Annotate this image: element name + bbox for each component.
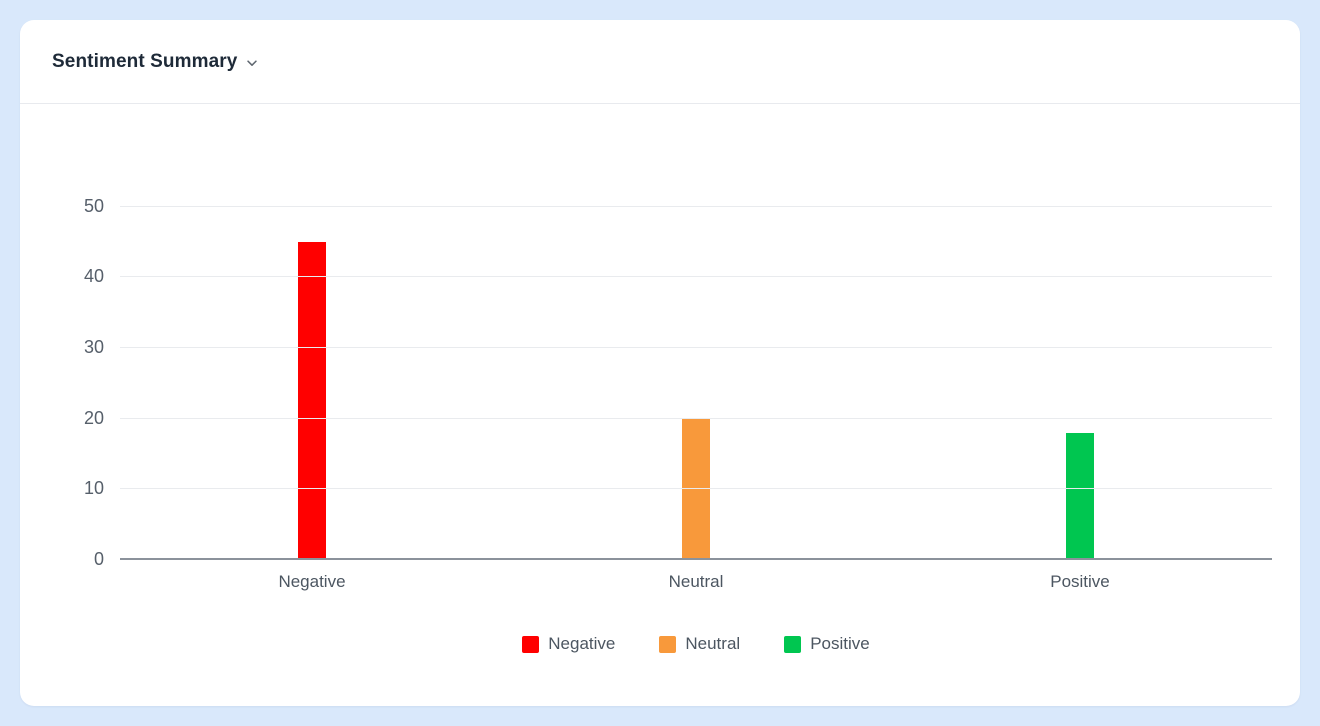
legend-item-negative[interactable]: Negative — [522, 634, 615, 654]
x-axis-labels: Negative Neutral Positive — [120, 572, 1272, 592]
legend-item-neutral[interactable]: Neutral — [659, 634, 740, 654]
page-title: Sentiment Summary — [52, 50, 238, 72]
card-header: Sentiment Summary — [20, 20, 1300, 104]
sentiment-summary-dropdown[interactable]: Sentiment Summary — [52, 51, 259, 73]
chart-region: 0 10 20 30 40 50 Negative Neutral Positive Nega… — [20, 104, 1300, 654]
gridline: 10 — [84, 478, 1272, 498]
legend-label: Negative — [548, 634, 616, 653]
x-axis-label: Neutral — [668, 572, 724, 591]
bars-layer — [120, 150, 1272, 560]
legend-swatch — [522, 635, 540, 653]
gridline: 20 — [84, 408, 1272, 428]
legend-label: Positive — [810, 634, 870, 653]
legend-swatch — [784, 635, 802, 653]
bar-negative[interactable] — [298, 241, 326, 560]
x-axis-label: Negative — [278, 572, 346, 591]
y-tick-label: 30 — [83, 336, 104, 357]
x-axis-label: Positive — [1050, 572, 1110, 591]
gridline: 40 — [84, 266, 1272, 286]
legend: Negative Neutral Positive — [120, 634, 1272, 654]
bar-column — [888, 150, 1272, 560]
y-tick-label: 0 — [93, 549, 104, 569]
legend-swatch — [659, 635, 677, 653]
gridline: 30 — [84, 337, 1272, 357]
bar-column — [504, 150, 888, 560]
legend-item-positive[interactable]: Positive — [784, 634, 870, 654]
legend-label: Neutral — [685, 634, 741, 653]
bar-neutral[interactable] — [682, 418, 710, 560]
x-axis-line: 0 — [94, 549, 1272, 569]
y-tick-label: 50 — [83, 195, 104, 216]
y-tick-label: 20 — [83, 407, 104, 428]
sentiment-summary-card: Sentiment Summary 0 10 20 30 40 50 Negative Ne… — [20, 20, 1300, 706]
chevron-down-icon[interactable] — [245, 56, 259, 70]
y-tick-label: 40 — [83, 266, 104, 287]
gridline: 50 — [84, 196, 1272, 216]
bar-column — [120, 150, 504, 560]
bar-positive[interactable] — [1066, 432, 1094, 560]
plot-area: 0 10 20 30 40 50 — [84, 150, 1272, 569]
y-tick-label: 10 — [83, 478, 104, 499]
